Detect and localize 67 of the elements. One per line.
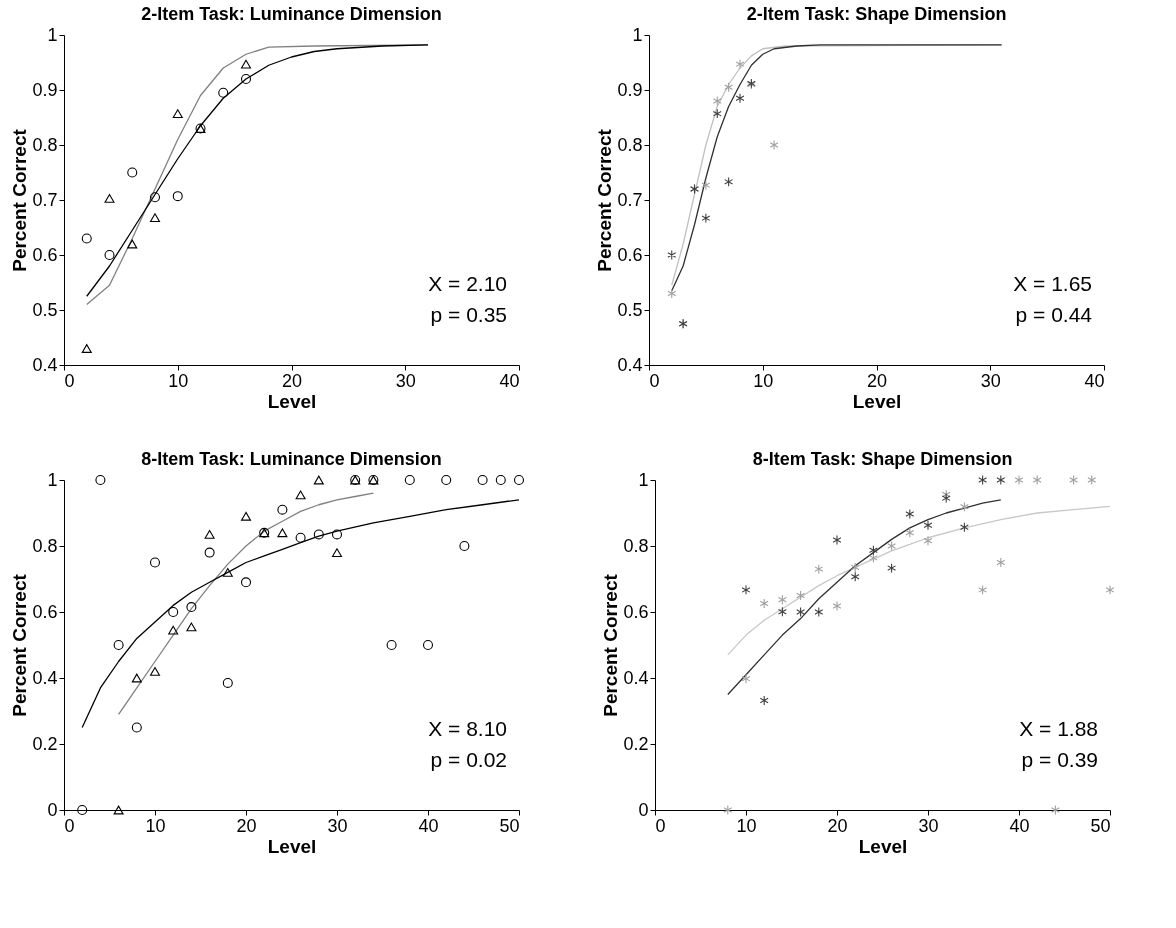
y-tick-label: 0.6 [623, 601, 649, 622]
y-tick-label: 0.8 [617, 134, 643, 155]
annotation: p = 0.39 [1021, 748, 1098, 771]
x-tick-label: 40 [1084, 370, 1105, 391]
y-tick-label: 0.9 [32, 79, 58, 100]
x-tick-label: 40 [1009, 815, 1030, 836]
annotation: X = 1.65 [1013, 272, 1092, 295]
x-axis-title: Level [267, 835, 317, 857]
x-tick-label: 20 [827, 815, 848, 836]
x-axis-title: Level [267, 390, 317, 412]
y-tick-label: 0.4 [32, 667, 58, 688]
x-axis-title: Level [852, 390, 902, 412]
y-tick-label: 0.9 [617, 79, 643, 100]
x-axis-title: Level [858, 835, 908, 857]
y-tick-label: 0 [47, 799, 58, 820]
annotation: X = 8.10 [428, 717, 507, 740]
y-tick-label: 0.6 [617, 244, 643, 265]
x-tick-label: 20 [236, 815, 257, 836]
x-tick-label: 10 [753, 370, 774, 391]
y-tick-label: 0.6 [32, 244, 58, 265]
chart-title: 8-Item Task: Shape Dimension [752, 449, 1013, 469]
x-tick-label: 0 [655, 815, 666, 836]
x-tick-label: 40 [418, 815, 439, 836]
y-tick-label: 1 [47, 469, 58, 490]
y-axis-title: Percent Correct [9, 128, 31, 272]
x-tick-label: 30 [327, 815, 348, 836]
y-tick-label: 0.8 [32, 134, 58, 155]
annotation: p = 0.02 [430, 748, 507, 771]
x-tick-label: 10 [145, 815, 166, 836]
x-tick-label: 20 [281, 370, 303, 391]
x-tick-label: 0 [64, 370, 75, 391]
x-tick-label: 50 [499, 815, 520, 836]
y-tick-label: 1 [632, 24, 643, 45]
x-tick-label: 50 [1090, 815, 1111, 836]
y-tick-label: 0.5 [32, 299, 58, 320]
y-tick-label: 0.6 [32, 601, 58, 622]
y-tick-label: 0.7 [32, 189, 58, 210]
x-tick-label: 30 [980, 370, 1001, 391]
y-tick-label: 0.4 [617, 354, 643, 375]
y-tick-label: 0.8 [623, 535, 649, 556]
y-tick-label: 0.2 [32, 733, 58, 754]
y-tick-label: 0.7 [617, 189, 643, 210]
chart-title: 2-Item Task: Luminance Dimension [141, 4, 442, 24]
x-tick-label: 30 [395, 370, 416, 391]
chart-title: 2-Item Task: Shape Dimension [746, 4, 1007, 24]
annotation: X = 1.88 [1019, 717, 1098, 740]
x-tick-label: 20 [866, 370, 888, 391]
y-tick-label: 0.5 [617, 299, 643, 320]
y-axis-title: Percent Correct [594, 128, 616, 272]
x-tick-label: 10 [736, 815, 757, 836]
x-tick-label: 10 [168, 370, 189, 391]
x-tick-label: 30 [918, 815, 939, 836]
y-tick-label: 0.4 [32, 354, 58, 375]
annotation: p = 0.35 [430, 303, 507, 326]
chart-title: 8-Item Task: Luminance Dimension [141, 449, 442, 469]
y-axis-title: Percent Correct [600, 573, 622, 717]
annotation: p = 0.44 [1015, 303, 1093, 326]
x-tick-label: 0 [64, 815, 75, 836]
annotation: X = 2.10 [428, 272, 507, 295]
y-tick-label: 0.2 [623, 733, 649, 754]
y-tick-label: 0.4 [623, 667, 649, 688]
y-tick-label: 1 [638, 469, 649, 490]
y-tick-label: 1 [47, 24, 58, 45]
x-tick-label: 40 [499, 370, 520, 391]
y-tick-label: 0.8 [32, 535, 58, 556]
y-tick-label: 0 [638, 799, 649, 820]
y-axis-title: Percent Correct [9, 573, 31, 717]
